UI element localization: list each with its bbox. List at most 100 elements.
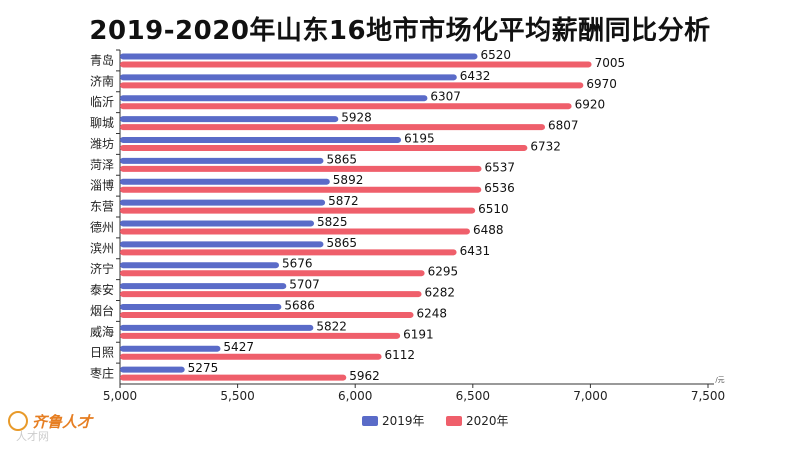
category-label: 济宁 [90,261,114,276]
data-label: 5707 [289,278,320,292]
data-label: 6970 [586,77,617,91]
legend-swatch [362,416,378,426]
bar-2020-泰安 [120,291,422,298]
category-label: 济南 [90,73,114,88]
data-label: 5275 [188,361,219,375]
bar-2019-烟台 [120,303,282,310]
bar-2020-枣庄 [120,374,347,381]
bar-2019-泰安 [120,283,287,290]
data-label: 6807 [548,119,579,133]
legend: 2019年 2020年 [362,414,509,428]
category-label: 东营 [90,200,114,214]
x-tick-label: 5,500 [220,389,254,403]
data-label: 6282 [425,286,456,300]
bar-2019-威海 [120,324,314,331]
data-label: 6920 [575,98,606,112]
data-label: 7005 [595,56,626,70]
data-label: 5427 [223,340,254,354]
category-label: 威海 [90,324,114,339]
category-label: 菏泽 [90,158,114,172]
bar-2019-青岛 [120,53,478,60]
bar-2020-济南 [120,82,584,89]
data-label: 6520 [481,48,512,62]
category-label: 淄博 [90,178,114,193]
legend-swatch [446,416,462,426]
bar-2019-临沂 [120,95,428,102]
chart-title: 2019-2020年山东16地市市场化平均薪酬同比分析 [89,16,711,46]
data-label: 5872 [328,194,359,208]
data-label: 5822 [316,319,347,333]
data-label: 6191 [403,327,434,341]
axes: 5,000 5,500 6,000 6,500 7,000 7,500/元 青岛济南临沂聊城… [90,49,725,403]
bar-2019-济南 [120,74,457,81]
data-label: 5825 [317,215,348,229]
x-tick-label: 5,000 [103,389,137,403]
x-tick-label: 7,500 [691,389,725,403]
bar-2019-滨州 [120,241,324,248]
x-tick-label: 7,000 [573,389,607,403]
bar-2020-菏泽 [120,165,482,172]
category-label: 滨州 [90,240,114,255]
bar-2020-聊城 [120,124,546,131]
data-label: 6510 [478,202,509,216]
data-label: 5865 [326,152,357,166]
data-label: 5686 [284,298,315,312]
bar-2019-东营 [120,199,326,206]
data-label: 6488 [473,223,504,237]
bar-2020-日照 [120,353,382,360]
bar-2020-淄博 [120,186,482,193]
data-label: 6195 [404,131,435,145]
logo-icon [8,411,28,431]
data-label: 6537 [485,160,516,174]
bar-2020-德州 [120,228,470,235]
legend-label: 2020年 [466,414,509,428]
data-label: 5676 [282,257,313,271]
data-label: 6536 [484,181,515,195]
bar-2020-烟台 [120,311,414,318]
bar-2019-菏泽 [120,157,324,164]
bar-2019-聊城 [120,116,339,123]
bar-2019-枣庄 [120,366,185,373]
bar-2019-潍坊 [120,136,402,143]
bar-2019-日照 [120,345,221,352]
data-label: 6431 [460,244,491,258]
bar-2020-东营 [120,207,476,214]
logo-text: 齐鲁人才 [32,412,93,431]
x-unit-label: /元 [715,376,724,384]
data-label: 6432 [460,69,491,83]
category-label: 青岛 [90,52,114,67]
category-label: 潍坊 [90,136,114,151]
category-label: 聊城 [90,116,114,130]
bar-2020-青岛 [120,61,592,68]
category-label: 泰安 [90,282,114,297]
bar-2020-临沂 [120,103,572,110]
data-label: 5928 [341,111,372,125]
legend-label: 2019年 [382,414,425,428]
bar-2020-滨州 [120,249,457,256]
category-label: 烟台 [90,303,114,318]
bar-2019-德州 [120,220,315,227]
data-label: 6732 [530,139,561,153]
data-label: 6248 [417,306,448,320]
logo-subtext: 人才网 [16,430,49,443]
x-tick-label: 6,000 [338,389,372,403]
bars [120,53,592,381]
category-label: 枣庄 [90,366,114,381]
category-label: 临沂 [90,95,114,109]
category-label: 日照 [90,346,114,360]
site-logo: 齐鲁人才 [8,408,92,434]
data-label: 6295 [428,265,459,279]
bar-2020-威海 [120,332,401,339]
data-label: 5865 [326,236,357,250]
bar-2019-济宁 [120,262,279,269]
data-label: 6307 [430,90,461,104]
data-label: 5892 [333,173,364,187]
x-tick-label: 6,500 [456,389,490,403]
data-labels: 6520 7005 6432 6970 6307 6920 5928 6807 6195 6732… [188,48,625,383]
bar-2020-济宁 [120,270,425,277]
data-label: 6112 [385,348,416,362]
category-label: 德州 [90,219,114,234]
bar-2019-淄博 [120,178,330,185]
bar-2020-潍坊 [120,144,528,151]
